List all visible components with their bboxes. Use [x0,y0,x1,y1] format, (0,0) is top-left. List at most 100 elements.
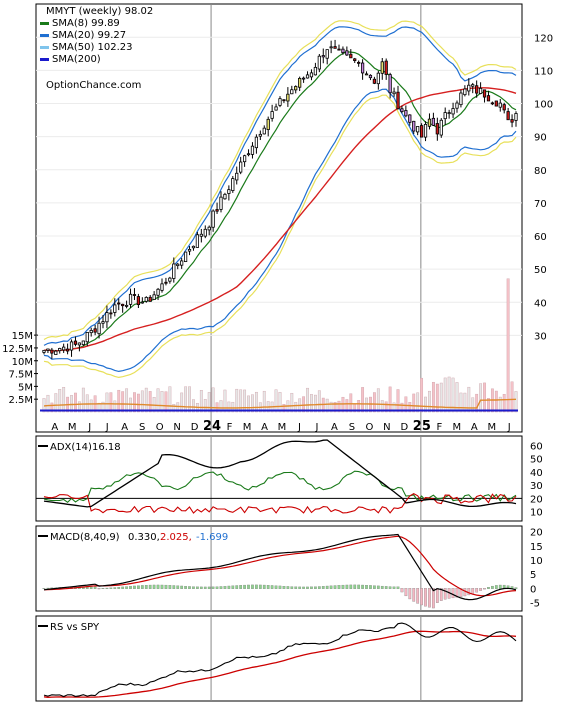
candle [250,142,255,159]
candle-body [203,228,207,237]
macd-histogram-bar [184,586,187,589]
candle [109,309,113,319]
candle-body [65,348,70,352]
volume-bar [475,393,479,413]
macd-histogram-bar [258,584,262,589]
volume-bar [408,402,412,413]
candle-body [270,111,274,119]
candle-body [128,293,133,305]
volume-bar [184,386,188,413]
candle-body [349,53,353,59]
candle [286,87,290,107]
candle-body [388,74,392,94]
candle-body [77,342,82,346]
volume-bar [345,399,349,413]
candle [231,176,235,193]
volume-bar [459,392,463,413]
time-tick-label: J [507,422,511,433]
candle [180,257,184,269]
volume-bar [333,402,337,413]
adx-value: 16.18 [92,442,121,453]
volume-bar [412,393,416,413]
macd-histogram-bar [121,586,125,589]
volume-bar [396,389,400,413]
candle-body [337,48,341,51]
macd-histogram-bar [420,588,423,606]
candle [246,149,251,157]
macd-histogram-bar [117,587,121,589]
candle [510,114,514,128]
candle-body [148,296,152,302]
volume-bar [392,402,396,413]
candle [475,80,479,98]
macd-histogram-bar [231,585,235,589]
volume-bar [180,392,184,413]
adx-tick-label: 10 [530,508,543,519]
volume-bar [207,392,211,413]
candle [423,121,428,142]
candle [113,298,117,317]
legend-label: SMA(20) 99.27 [52,30,126,41]
candle [419,123,424,138]
volume-bar [384,401,388,413]
volume-bar [62,387,66,413]
macd-histogram-bar [211,586,215,589]
volume-bar [313,394,317,413]
macd-histogram-bar [239,585,243,589]
candle-body [431,117,436,126]
macd-histogram-bar [317,586,321,589]
volume-bar [50,402,54,413]
macd-signal-value: 2.025, [160,532,192,543]
macd-histogram-bar [384,586,388,589]
candle-body [227,189,231,194]
macd-tick-label: 0 [530,584,536,595]
candle-body [471,84,475,87]
macd-histogram-bar [455,588,459,598]
macd-signal-line [43,535,517,597]
candle [388,72,392,99]
candle [321,48,325,64]
macd-label: MACD(8,40,9) [50,532,120,543]
candle-body [258,133,262,137]
candle-body [392,91,396,95]
chart-title: MMYT (weekly) 98.02 [46,6,153,17]
candle [443,107,447,125]
candle [427,113,432,130]
candle-body [455,102,459,109]
candle-body [290,89,294,95]
candle [93,324,97,336]
volume-bar [306,387,309,413]
macd-histogram-bar [357,584,361,589]
time-tick-label: F [436,422,442,433]
macd-histogram-bar [314,586,317,589]
macd-histogram-bar [255,584,258,589]
candle [451,102,455,119]
candle-body [124,304,129,307]
macd-histogram-bar [400,588,404,593]
candle [203,225,207,239]
envelope-upper-line [43,20,517,341]
candle-body [510,119,514,123]
macd-histogram-bar [266,585,270,589]
candle-body [73,340,78,345]
macd-tick-label: 15 [530,542,543,553]
candle-body [176,263,180,267]
volume-bar [416,392,420,413]
adx-line [43,439,517,508]
candle-body [423,123,428,138]
rs-label: RS vs SPY [50,622,100,633]
candle-body [459,92,463,106]
volume-bar [133,392,136,413]
volume-bar [140,390,144,413]
macd-histogram-bar [251,584,254,589]
candle [128,288,133,309]
macd-histogram-bar [321,586,325,589]
candle [270,104,274,122]
adx-tick-label: 20 [530,494,543,505]
candle-body [416,126,420,133]
candle-body [463,88,467,96]
candle [463,85,467,97]
candle [140,297,144,304]
candle-body [305,74,310,79]
macd-histogram-bar [243,584,246,589]
